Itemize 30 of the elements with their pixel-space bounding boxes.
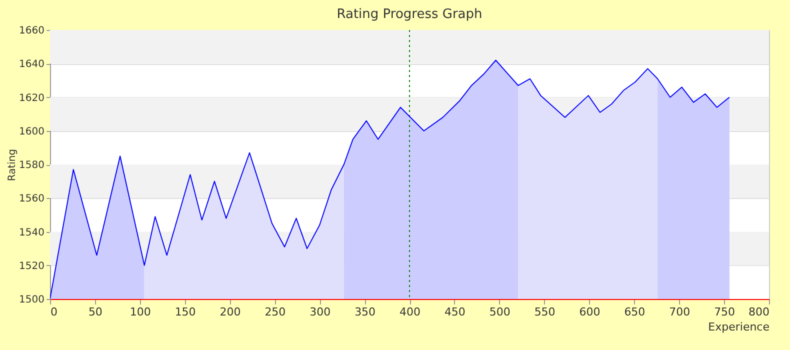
- x-tick-label: 150: [174, 306, 196, 318]
- x-tick-label: 800: [748, 306, 770, 318]
- x-tick-label: 700: [669, 306, 690, 318]
- x-tick-label: 400: [400, 306, 420, 318]
- y-tick-label: 1500: [19, 294, 44, 306]
- y-axis-title: Rating: [7, 148, 18, 182]
- y-tick-label: 1540: [19, 227, 44, 238]
- x-tick-label: 650: [624, 306, 646, 318]
- x-tick-label: 300: [310, 306, 331, 318]
- x-tick-label: 750: [714, 306, 736, 318]
- x-tick-label: 500: [489, 306, 510, 318]
- x-axis-title: Experience: [708, 320, 770, 334]
- chart-title: Rating Progress Graph: [336, 7, 482, 22]
- x-tick-label: 100: [130, 306, 151, 318]
- x-tick-label: 450: [444, 306, 466, 318]
- y-tick-label: 1620: [19, 92, 44, 104]
- x-tick-label: 550: [534, 306, 556, 318]
- x-tick-label: 600: [579, 306, 600, 318]
- x-tick-label: 200: [220, 306, 241, 318]
- y-tick-label: 1640: [19, 59, 44, 70]
- y-tick-label: 1660: [19, 26, 44, 36]
- x-tick-label: 50: [88, 306, 102, 318]
- y-tick-label: 1600: [19, 126, 44, 138]
- line-series: [50, 60, 730, 299]
- y-tick-label: 1580: [19, 160, 44, 171]
- y-tick-label: 1560: [19, 194, 44, 205]
- y-tick-label: 1520: [19, 260, 44, 272]
- x-tick-label: 250: [264, 306, 286, 318]
- x-tick-label: 350: [354, 306, 376, 318]
- x-tick-label: 0: [50, 306, 58, 318]
